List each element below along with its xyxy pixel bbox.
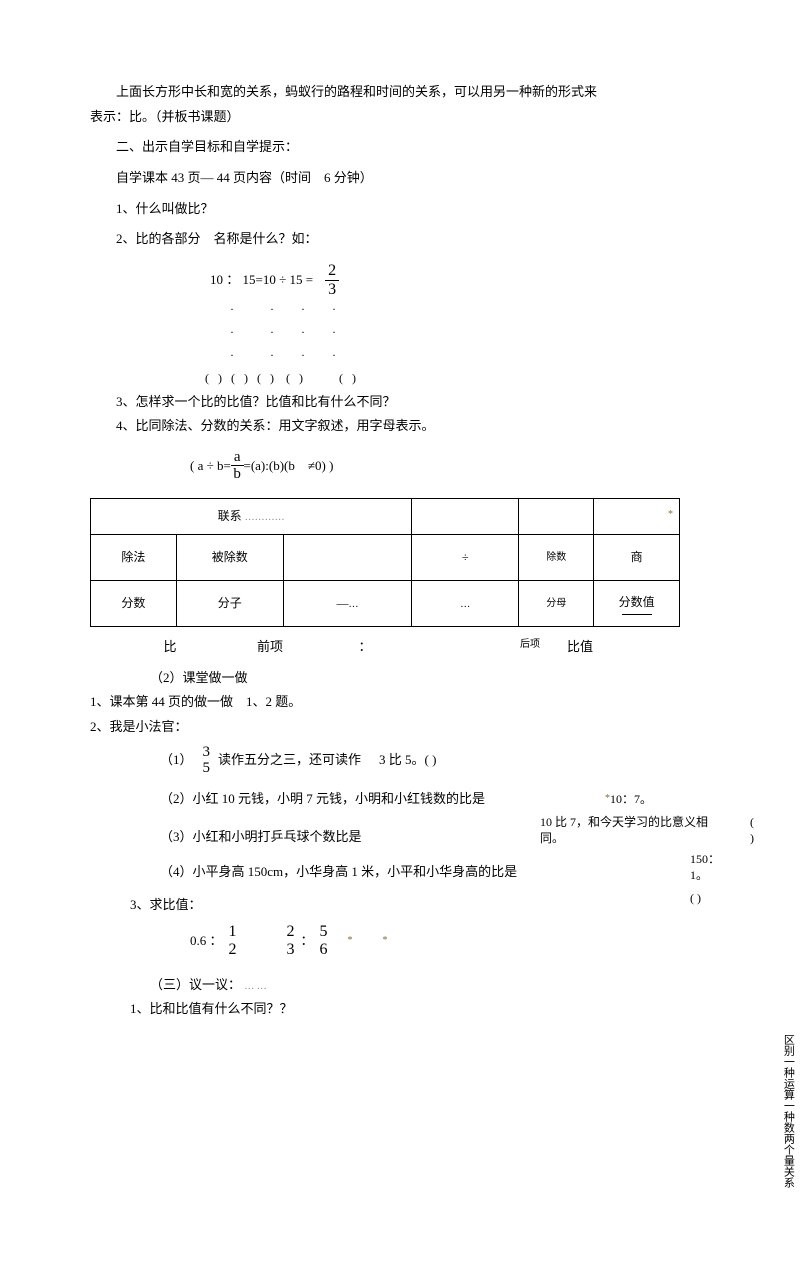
- numerator: 5: [320, 923, 328, 941]
- item: 2、我是小法官：: [90, 715, 710, 740]
- item: 1、课本第 44 页的做一做 1、2 题。: [90, 690, 710, 715]
- header-text: 联系: [218, 509, 242, 523]
- bi-row: 比 前项 ： 后项 比值: [120, 635, 710, 660]
- fraction: a b: [231, 449, 244, 483]
- table-row: 分数 分子 —… … 分母 分数值: [91, 580, 680, 626]
- cell: 商: [594, 534, 680, 580]
- formula: ( a ÷ b= a b =(a):(b)(b ≠0) ): [190, 449, 710, 483]
- denominator: 3: [287, 941, 295, 959]
- cell: 分数: [91, 580, 177, 626]
- cell: 被除数: [176, 534, 283, 580]
- cell: 比值: [540, 635, 620, 660]
- fraction: 5 6: [320, 923, 328, 958]
- answer: 同。: [540, 827, 564, 850]
- numerator: 2: [325, 262, 339, 281]
- cell: 分母: [519, 580, 594, 626]
- relation-table: 联系 ………… * 除法 被除数 ÷ 除数 商 分数 分子 —… … 分母 分数…: [90, 498, 680, 627]
- table-header: 联系 …………: [91, 498, 412, 534]
- judge-item: （2）小红 10 元钱，小明 7 元钱，小明和小红钱数的比是 * 10：7。: [160, 787, 710, 812]
- text: （2）小红 10 元钱，小明 7 元钱，小明和小红钱数的比是: [160, 787, 485, 812]
- equation: 10 ： 15=10 ÷ 15 = 2 3: [210, 262, 710, 298]
- numerator: a: [231, 449, 244, 467]
- question: 2、比的各部分 名称是什么？如：: [90, 227, 710, 252]
- paren: ): [750, 827, 754, 850]
- cell: 除数: [519, 534, 594, 580]
- dots: · · · ·: [230, 321, 710, 344]
- fraction: 2 3: [287, 923, 295, 958]
- judge-item: （1） 3 5 读作五分之三，还可读作 3 比 5。( ): [160, 744, 710, 777]
- cell: 比: [120, 635, 220, 660]
- item: 1、比和比值有什么不同？？: [130, 997, 710, 1022]
- formula-pre: ( a ÷ b=: [190, 454, 231, 479]
- dots: · · · ·: [230, 298, 710, 321]
- denominator: 5: [203, 760, 211, 777]
- parentheses-row: ( ) ( ) ( ) ( ) ( ): [205, 367, 710, 390]
- colon: ：: [301, 929, 314, 954]
- text: 读作五分之三，还可读作: [218, 748, 361, 773]
- numerator: 2: [287, 923, 295, 941]
- numerator: 1: [229, 923, 237, 941]
- cell: ：: [320, 635, 410, 660]
- dots: · · · ·: [230, 344, 710, 367]
- judge-item: （3）小红和小明打乒乓球个数比是 10 比 7，和今天学习的比意义相 同。 ( …: [160, 825, 710, 850]
- denominator: 2: [229, 941, 237, 959]
- item: 3、求比值：: [130, 893, 710, 918]
- side-column: 区别一种运算一种数两个量关系: [780, 1034, 795, 1264]
- cell: 前项: [220, 635, 320, 660]
- text: 3 比 5。( ): [379, 748, 436, 773]
- cell: 除法: [91, 534, 177, 580]
- subsection: （2）课堂做一做: [150, 666, 710, 691]
- formula-post: =(a):(b)(b ≠0) ): [244, 454, 334, 479]
- denominator: b: [233, 466, 241, 483]
- denominator: 3: [328, 281, 336, 299]
- answer: 10 比 7，和今天学习的比意义相: [540, 811, 740, 834]
- cell: ÷: [412, 534, 519, 580]
- answer: 10：7。: [610, 788, 652, 811]
- equation-left: 10 ： 15=10 ÷ 15 =: [210, 268, 313, 293]
- cell: 分子: [176, 580, 283, 626]
- question: 4、比同除法、分数的关系：用文字叙述，用字母表示。: [90, 414, 710, 439]
- text: 0.6 ：: [190, 929, 223, 954]
- denominator: 6: [320, 941, 328, 959]
- text: （3）小红和小明打乒乓球个数比是: [160, 825, 362, 850]
- paragraph: 表示：比。（并板书课题）: [90, 105, 710, 130]
- fraction: 3 5: [201, 744, 213, 777]
- cell: 后项: [410, 635, 540, 660]
- cell: —…: [283, 580, 412, 626]
- numerator: 3: [201, 744, 213, 761]
- text: （4）小平身高 150cm，小华身高 1 米，小平和小华身高的比是: [160, 860, 517, 885]
- paragraph: 上面长方形中长和宽的关系，蚂蚁行的路程和时间的关系，可以用另一种新的形式来: [90, 80, 710, 105]
- subsection: （三）议一议： … …: [150, 973, 710, 998]
- label: （1）: [160, 748, 193, 773]
- table-row: 除法 被除数 ÷ 除数 商: [91, 534, 680, 580]
- calculation: 0.6 ： 1 2 2 3 ： 5 6 * *: [190, 923, 710, 958]
- cell: [283, 534, 412, 580]
- fraction: 1 2: [229, 923, 237, 958]
- question: 1、什么叫做比？: [90, 197, 710, 222]
- judge-item: （4）小平身高 150cm，小华身高 1 米，小平和小华身高的比是 150： 1…: [160, 860, 710, 885]
- text: （三）议一议：: [150, 977, 241, 992]
- fraction: 2 3: [325, 262, 339, 298]
- question: 3、怎样求一个比的比值？比值和比有什么不同？: [90, 390, 710, 415]
- paragraph: 自学课本 43 页— 44 页内容（时间 6 分钟）: [90, 166, 710, 191]
- cell: 分数值: [594, 580, 680, 626]
- answer: 1。( ): [690, 864, 710, 910]
- section-heading: 二、出示自学目标和自学提示：: [90, 135, 710, 160]
- cell: …: [412, 580, 519, 626]
